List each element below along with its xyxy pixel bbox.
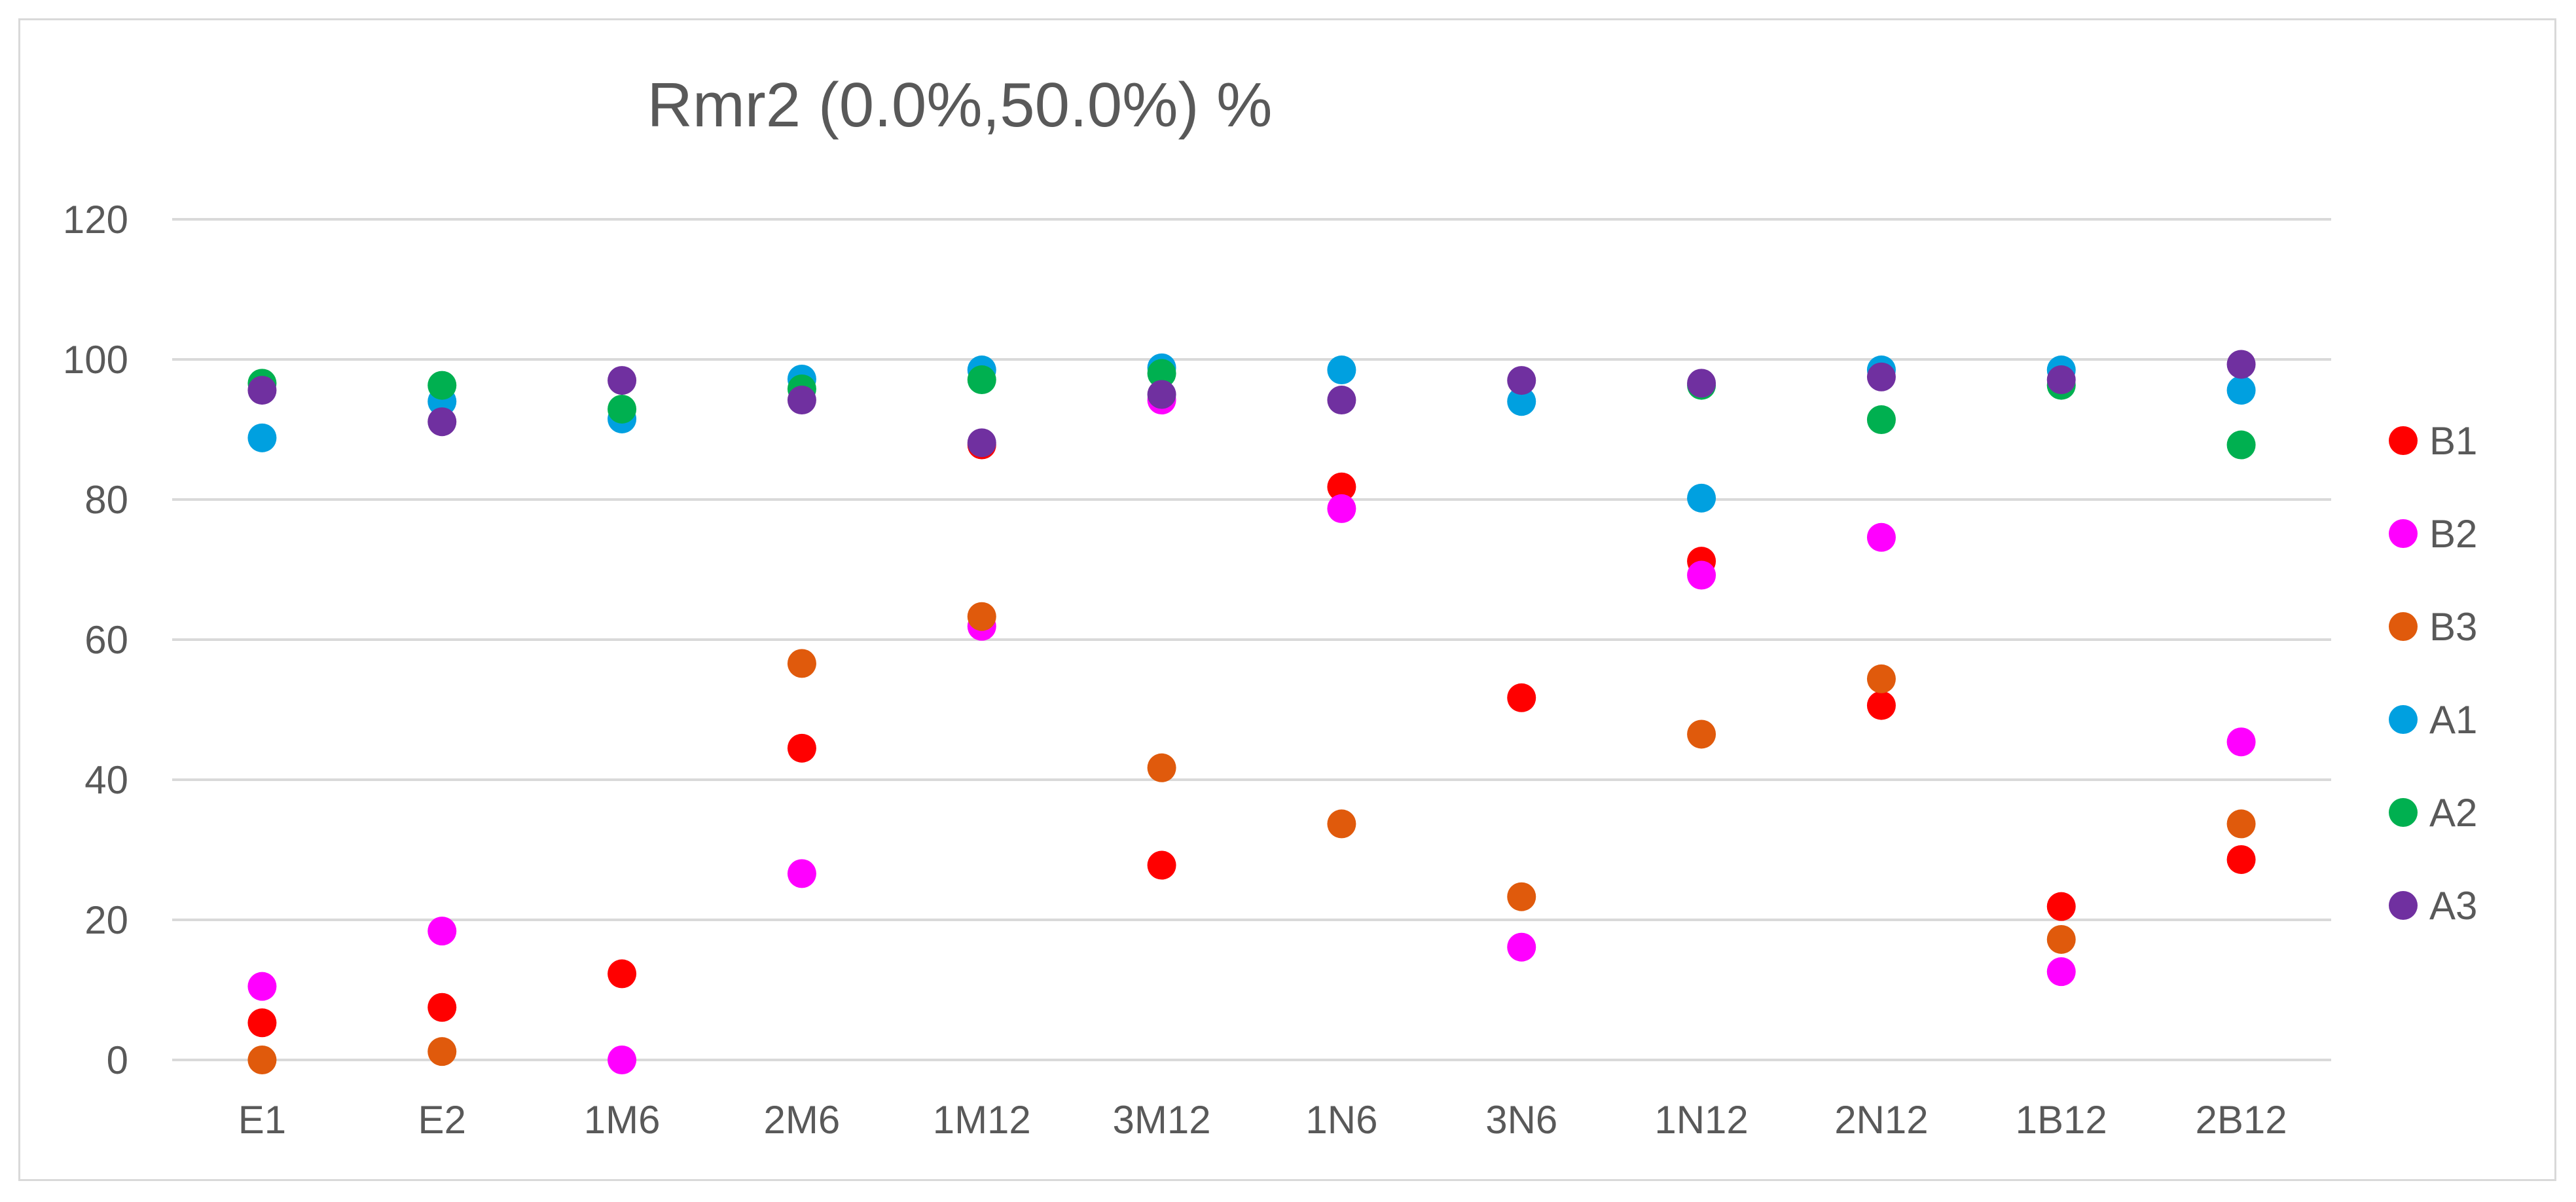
point-a3-1b12 — [2046, 365, 2076, 395]
point-b1-2m6 — [787, 733, 816, 763]
point-b3-3n6 — [1507, 882, 1536, 911]
x-tick-label: 1N12 — [1654, 1098, 1748, 1142]
x-tick-label: 1N6 — [1305, 1098, 1377, 1142]
point-a1-1n12 — [1687, 483, 1716, 513]
y-tick-label: 80 — [84, 478, 128, 522]
x-tick-label: 3M12 — [1113, 1098, 1211, 1142]
x-tick-label: E1 — [238, 1098, 286, 1142]
point-a2-3m12 — [1147, 359, 1176, 388]
point-b2-2m6 — [787, 859, 816, 888]
scatter-chart: Rmr2 (0.0%,50.0%) % 0 20 40 60 80 100 120 E1 E2… — [63, 70, 2478, 1142]
point-b3-2n12 — [1866, 664, 1896, 693]
point-b2-2b12 — [2226, 727, 2256, 757]
x-tick-label: 1B12 — [2016, 1098, 2107, 1142]
point-b1-1b12 — [2046, 892, 2076, 921]
point-b3-1n6 — [1327, 809, 1356, 839]
legend: B1 B2 B3 A1 A2 A3 — [2389, 419, 2477, 928]
data-points — [247, 350, 2256, 1074]
point-b1-3m12 — [1147, 850, 1176, 880]
point-a2-1m12 — [967, 365, 996, 395]
point-b1-e1 — [247, 1008, 277, 1038]
y-tick-label: 40 — [84, 758, 128, 802]
point-b1-1n6 — [1327, 472, 1356, 501]
point-a3-1m6 — [608, 366, 637, 395]
point-a1-1n6 — [1327, 355, 1356, 385]
legend-marker-b1 — [2389, 426, 2418, 455]
y-tick-label: 120 — [63, 198, 128, 242]
point-b1-2b12 — [2226, 845, 2256, 874]
legend-label-b2: B2 — [2429, 512, 2477, 556]
legend-label-b1: B1 — [2429, 419, 2477, 463]
point-b3-1n12 — [1687, 719, 1716, 749]
x-tick-label: E2 — [418, 1098, 466, 1142]
legend-marker-a3 — [2389, 891, 2418, 920]
point-a3-3m12 — [1147, 380, 1176, 409]
point-b3-e1 — [247, 1046, 277, 1074]
point-a2-2n12 — [1866, 405, 1896, 435]
legend-label-b3: B3 — [2429, 605, 2477, 649]
legend-marker-a2 — [2389, 798, 2418, 827]
grid-lines — [172, 218, 2331, 1061]
point-a3-1m12 — [967, 428, 996, 458]
point-b2-3n6 — [1507, 932, 1536, 962]
point-b1-1m6 — [608, 959, 637, 989]
point-b1-2n12 — [1866, 691, 1896, 720]
point-b2-1b12 — [2046, 957, 2076, 987]
point-a2-e2 — [427, 371, 457, 400]
point-a3-e2 — [427, 407, 457, 437]
point-a2-1m6 — [608, 394, 637, 424]
x-tick-label: 2M6 — [764, 1098, 841, 1142]
point-b2-e2 — [427, 917, 457, 946]
point-b1-e2 — [427, 993, 457, 1022]
point-b2-2n12 — [1866, 522, 1896, 552]
y-axis-ticks: 0 20 40 60 80 100 120 — [63, 198, 128, 1082]
point-b2-e1 — [247, 972, 277, 1001]
point-b2-1n6 — [1327, 494, 1356, 523]
x-axis-ticks: E1 E2 1M6 2M6 1M12 3M12 1N6 3N6 1N12 2N12 1B12 2B12 — [238, 1098, 2287, 1142]
point-b3-3m12 — [1147, 753, 1176, 782]
point-b3-e2 — [427, 1037, 457, 1066]
point-a3-1n6 — [1327, 386, 1356, 415]
legend-marker-a1 — [2389, 705, 2418, 734]
x-tick-label: 1M12 — [933, 1098, 1031, 1142]
legend-marker-b2 — [2389, 519, 2418, 548]
point-a1-3n6 — [1507, 387, 1536, 416]
point-a1-2b12 — [2226, 376, 2256, 405]
chart-frame: Rmr2 (0.0%,50.0%) % 0 20 40 60 80 100 120 E1 E2… — [18, 18, 2556, 1181]
point-a3-2b12 — [2226, 350, 2256, 379]
point-b2-1n12 — [1687, 560, 1716, 590]
point-a2-2b12 — [2226, 430, 2256, 460]
x-tick-label: 1M6 — [584, 1098, 661, 1142]
point-a1-e1 — [247, 423, 277, 452]
point-a3-3n6 — [1507, 366, 1536, 395]
y-tick-label: 100 — [63, 338, 128, 382]
point-b1-3n6 — [1507, 683, 1536, 712]
y-tick-label: 20 — [84, 898, 128, 942]
point-b2-1m6 — [608, 1046, 637, 1074]
legend-label-a3: A3 — [2429, 884, 2477, 928]
legend-label-a1: A1 — [2429, 698, 2477, 742]
legend-marker-b3 — [2389, 612, 2418, 641]
chart-title: Rmr2 (0.0%,50.0%) % — [647, 70, 1273, 140]
point-b3-1m12 — [967, 602, 996, 631]
legend-label-a2: A2 — [2429, 791, 2477, 835]
y-tick-label: 0 — [107, 1038, 128, 1082]
point-a3-e1 — [247, 376, 277, 405]
point-a3-1n12 — [1687, 369, 1716, 398]
point-a3-2m6 — [787, 386, 816, 415]
y-tick-label: 60 — [84, 618, 128, 662]
point-b3-1b12 — [2046, 924, 2076, 954]
point-a3-2n12 — [1866, 362, 1896, 392]
x-tick-label: 2B12 — [2196, 1098, 2287, 1142]
point-b3-2b12 — [2226, 809, 2256, 839]
x-tick-label: 2N12 — [1834, 1098, 1928, 1142]
x-tick-label: 3N6 — [1485, 1098, 1557, 1142]
point-b3-2m6 — [787, 649, 816, 678]
